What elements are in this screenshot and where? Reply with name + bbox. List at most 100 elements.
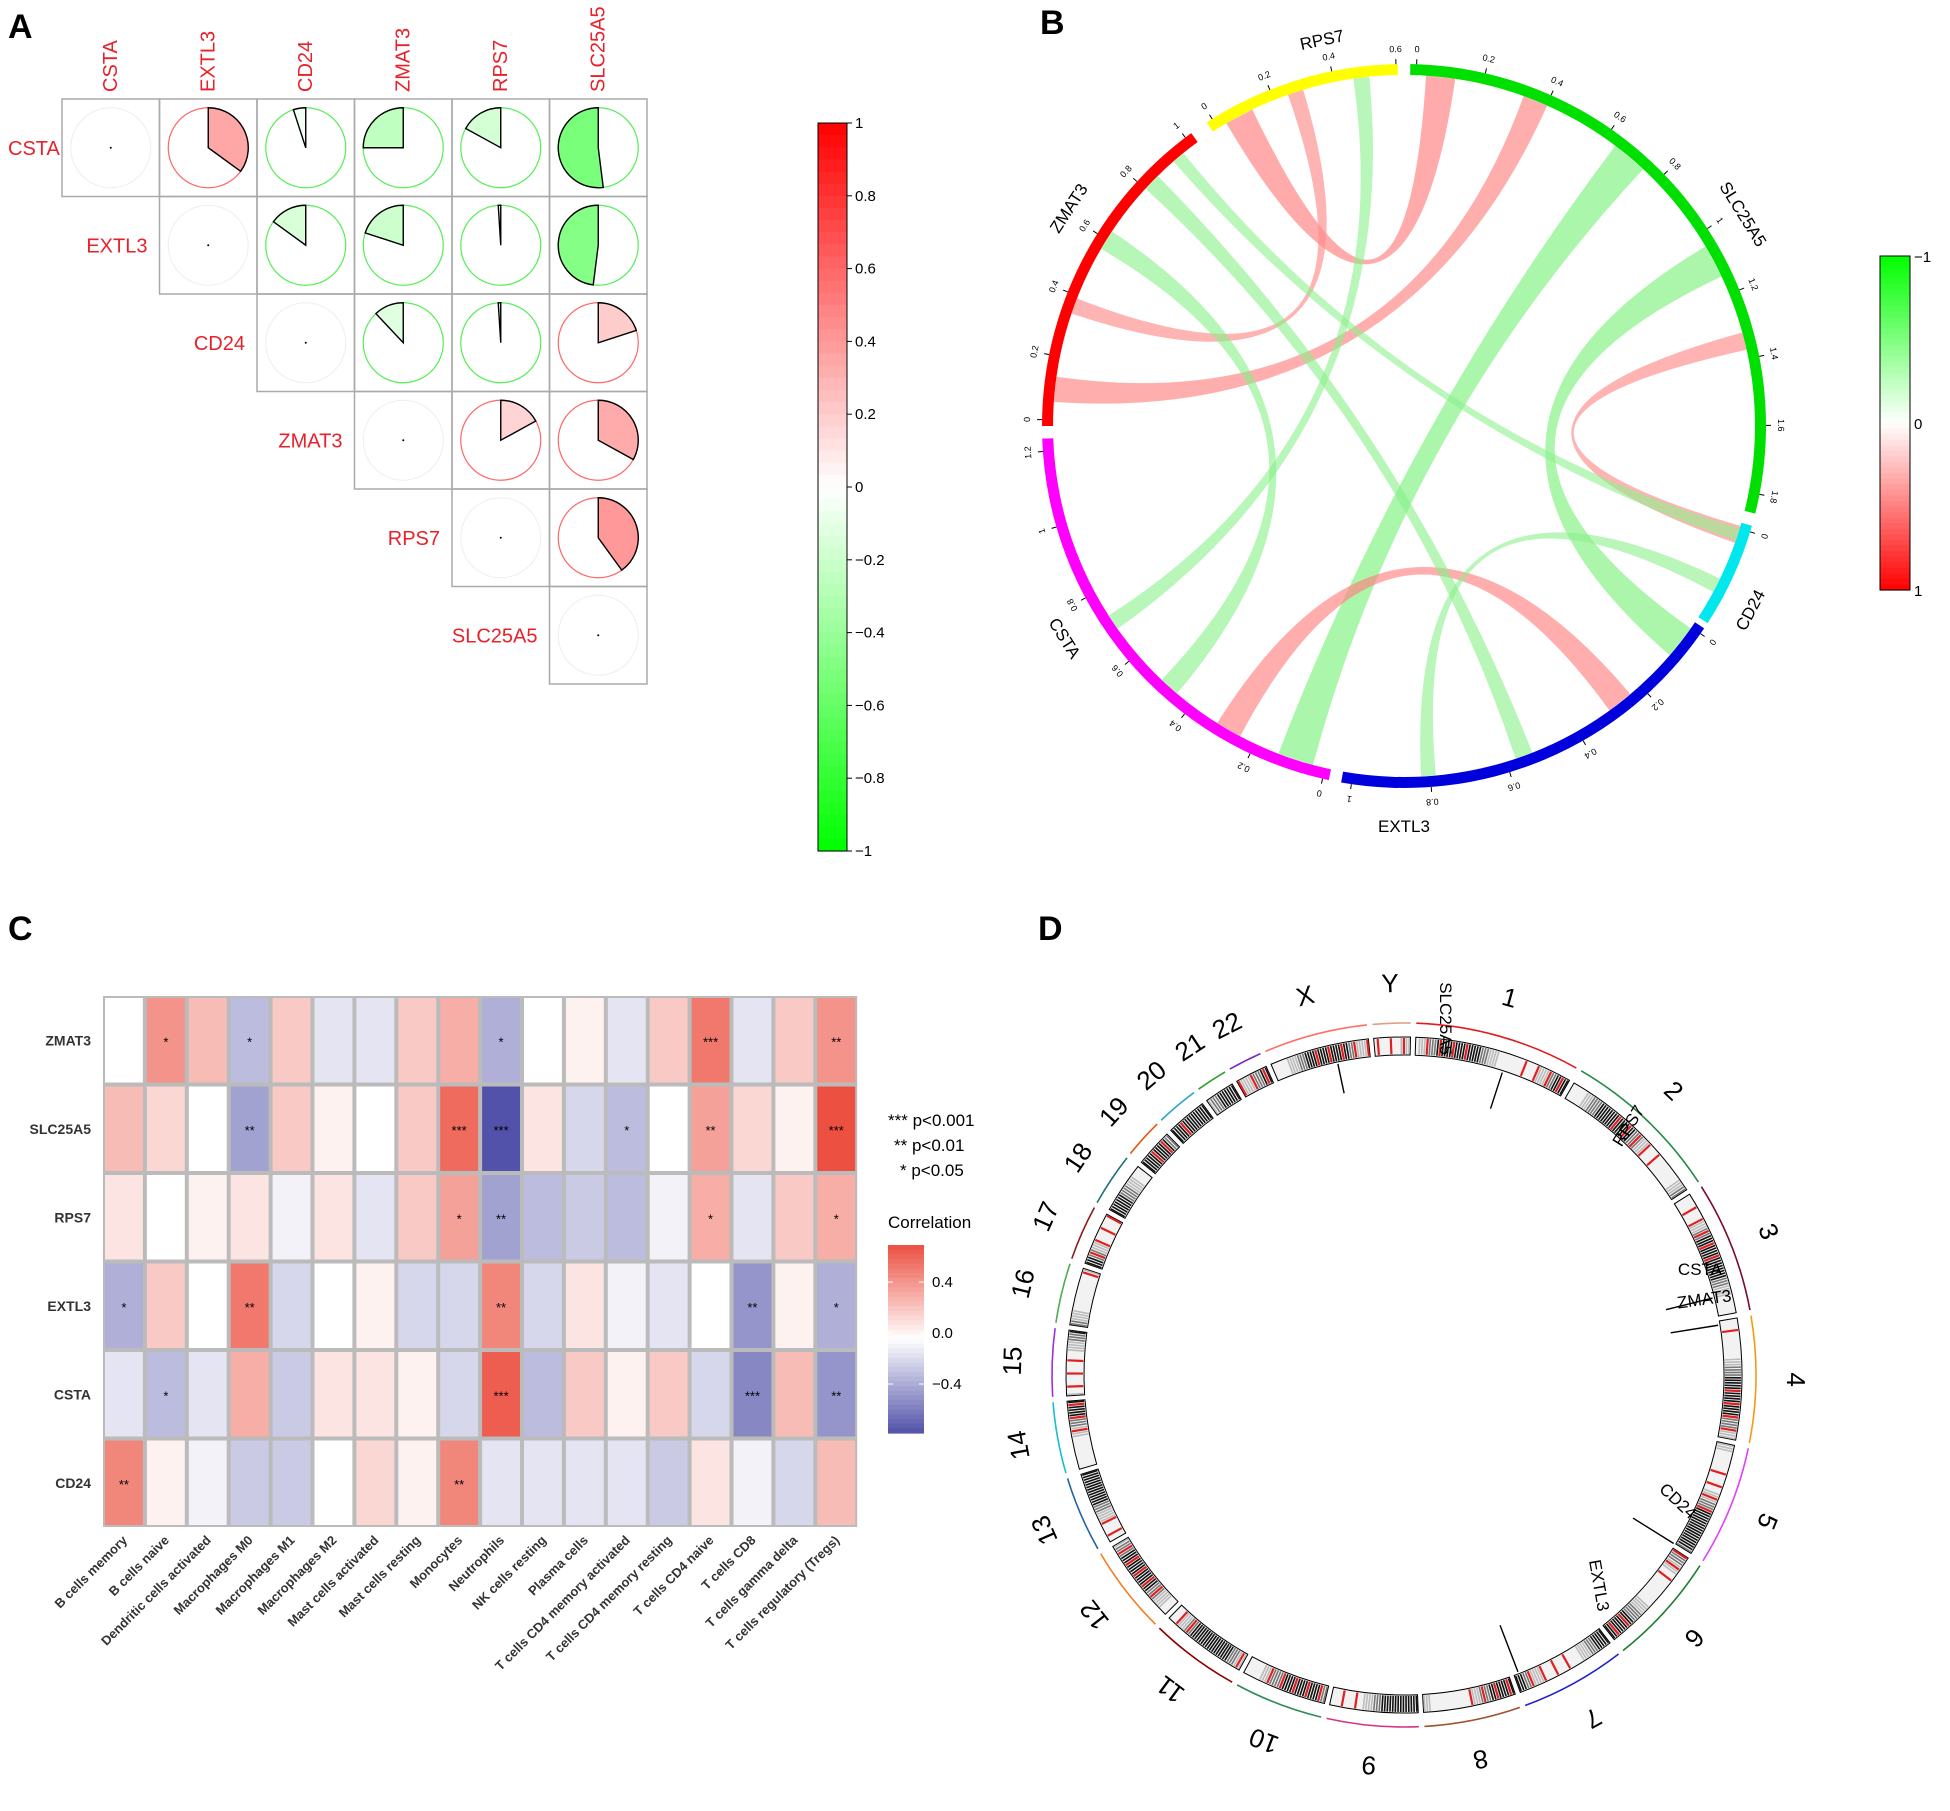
colorbar-segment bbox=[818, 402, 847, 415]
chromosome-band bbox=[1428, 1694, 1431, 1712]
colorbar-segment bbox=[1880, 333, 1910, 341]
heatmap-cell bbox=[482, 998, 520, 1083]
heatmap-cell bbox=[105, 1263, 143, 1348]
chromosome-band bbox=[1247, 1075, 1257, 1091]
chromosome-band bbox=[1299, 1054, 1306, 1070]
legend-bar-segment bbox=[888, 1367, 924, 1373]
heatmap-cell bbox=[649, 1352, 688, 1437]
sector-tick bbox=[1247, 753, 1251, 759]
chromosome-band bbox=[1585, 1097, 1596, 1112]
chromosome-label-15: 15 bbox=[997, 1346, 1028, 1376]
chromosome-arc-8 bbox=[1424, 1706, 1521, 1728]
row-label-zmat3: ZMAT3 bbox=[45, 1032, 91, 1048]
row-label-rps7: RPS7 bbox=[388, 528, 440, 550]
colorbar-segment bbox=[818, 596, 847, 609]
chromosome-band bbox=[1533, 1667, 1542, 1684]
heatmap-cell bbox=[188, 1175, 227, 1260]
heatmap-cell bbox=[314, 1175, 353, 1260]
chromosome-band bbox=[1329, 1045, 1335, 1062]
chromosome-band bbox=[1116, 1542, 1132, 1553]
chromosome-band bbox=[1362, 1693, 1366, 1710]
chromosome-band bbox=[1536, 1068, 1545, 1084]
heatmap-cell bbox=[733, 998, 772, 1083]
chromosome-band bbox=[1121, 1189, 1136, 1200]
chromosome-band bbox=[1470, 1688, 1476, 1705]
chromosome-band bbox=[1531, 1668, 1540, 1685]
chromosome-band bbox=[1611, 1618, 1624, 1632]
chromosome-band bbox=[1070, 1322, 1087, 1327]
chromosome-band bbox=[1707, 1264, 1723, 1272]
chromosome-label-22: 22 bbox=[1207, 1005, 1246, 1045]
chromosome-band bbox=[1139, 1574, 1154, 1586]
chromosome-band bbox=[1350, 1042, 1355, 1059]
heatmap-cell bbox=[482, 1175, 520, 1260]
chromosome-label-5: 5 bbox=[1751, 1509, 1784, 1534]
heatmap-cell bbox=[356, 1175, 395, 1260]
chromosome-band bbox=[1667, 1557, 1682, 1569]
significance-star: * bbox=[624, 1123, 629, 1138]
chromosome-band bbox=[1433, 1039, 1437, 1056]
heatmap-cell bbox=[230, 1263, 269, 1348]
colorbar-segment bbox=[1880, 395, 1910, 402]
chromosome-band bbox=[1471, 1045, 1477, 1062]
chromosome-band bbox=[1632, 1599, 1646, 1612]
col-label: B cells memory bbox=[52, 1532, 131, 1611]
heatmap-cell bbox=[733, 1263, 772, 1348]
sector-label-cd24: CD24 bbox=[1732, 587, 1769, 634]
pie-slice bbox=[597, 497, 639, 572]
sector-cd24 bbox=[1698, 522, 1752, 624]
chromosome-band bbox=[1367, 1694, 1371, 1711]
heatmap-cell bbox=[230, 998, 269, 1083]
chromosome-band bbox=[1067, 1384, 1084, 1388]
colorbar-segment bbox=[1880, 289, 1910, 296]
chromosome-band bbox=[1090, 1493, 1107, 1501]
chord-link bbox=[1226, 75, 1456, 265]
chord-link bbox=[1545, 246, 1722, 656]
chromosome-band bbox=[1337, 1044, 1343, 1061]
sector-tick bbox=[1750, 531, 1756, 534]
sector-tick bbox=[1051, 526, 1057, 529]
chromosome-band bbox=[1607, 1114, 1620, 1129]
heatmap-cell bbox=[105, 1175, 143, 1260]
heatmap-cell bbox=[649, 998, 688, 1083]
colorbar-segment bbox=[1880, 367, 1910, 374]
col-label-zmat3: ZMAT3 bbox=[392, 28, 414, 92]
chromosome-band bbox=[1093, 1500, 1110, 1509]
chromosome-band bbox=[1557, 1078, 1567, 1094]
chromosome-band bbox=[1090, 1249, 1107, 1257]
colorbar-segment bbox=[1880, 506, 1910, 513]
chromosome-band bbox=[1476, 1046, 1482, 1063]
significance-star: ** bbox=[747, 1300, 757, 1315]
heatmap-cell bbox=[565, 1352, 604, 1437]
chromosome-label-13: 13 bbox=[1025, 1511, 1064, 1549]
colorbar-segment bbox=[1880, 578, 1910, 586]
pie-slice bbox=[362, 107, 404, 149]
chromosome-band bbox=[1702, 1490, 1719, 1498]
heatmap-cell bbox=[565, 1263, 604, 1348]
row-label-cd24: CD24 bbox=[194, 333, 245, 355]
chromosome-band bbox=[1089, 1490, 1106, 1499]
chromosome-band bbox=[1587, 1637, 1599, 1652]
chromosome-band bbox=[1072, 1432, 1089, 1438]
chromosome-band bbox=[1141, 1575, 1155, 1588]
chromosome-band bbox=[1665, 1179, 1680, 1191]
chromosome-band bbox=[1264, 1067, 1273, 1083]
colorbar-segment bbox=[818, 499, 847, 512]
chromosome-band bbox=[1151, 1150, 1165, 1163]
colorbar-segment bbox=[818, 656, 847, 670]
chromosome-band bbox=[1719, 1432, 1736, 1437]
sig-legend-item: *** p<0.001 bbox=[888, 1111, 975, 1130]
chromosome-band bbox=[1724, 1394, 1741, 1398]
legend-bar-segment bbox=[888, 1381, 924, 1387]
significance-star: ** bbox=[245, 1300, 255, 1315]
chromosome-band bbox=[1381, 1695, 1384, 1712]
chromosome-band bbox=[1322, 1686, 1328, 1703]
chromosome-band bbox=[1669, 1186, 1685, 1197]
heatmap-cell bbox=[691, 1352, 730, 1437]
heatmap-cell bbox=[314, 1352, 353, 1437]
significance-star: * bbox=[163, 1034, 168, 1049]
chromosome-band bbox=[1607, 1621, 1620, 1636]
chromosome-band bbox=[1615, 1615, 1628, 1629]
chromosome-band bbox=[1137, 1572, 1152, 1584]
sector-tick-label: 0.4 bbox=[1549, 74, 1564, 88]
